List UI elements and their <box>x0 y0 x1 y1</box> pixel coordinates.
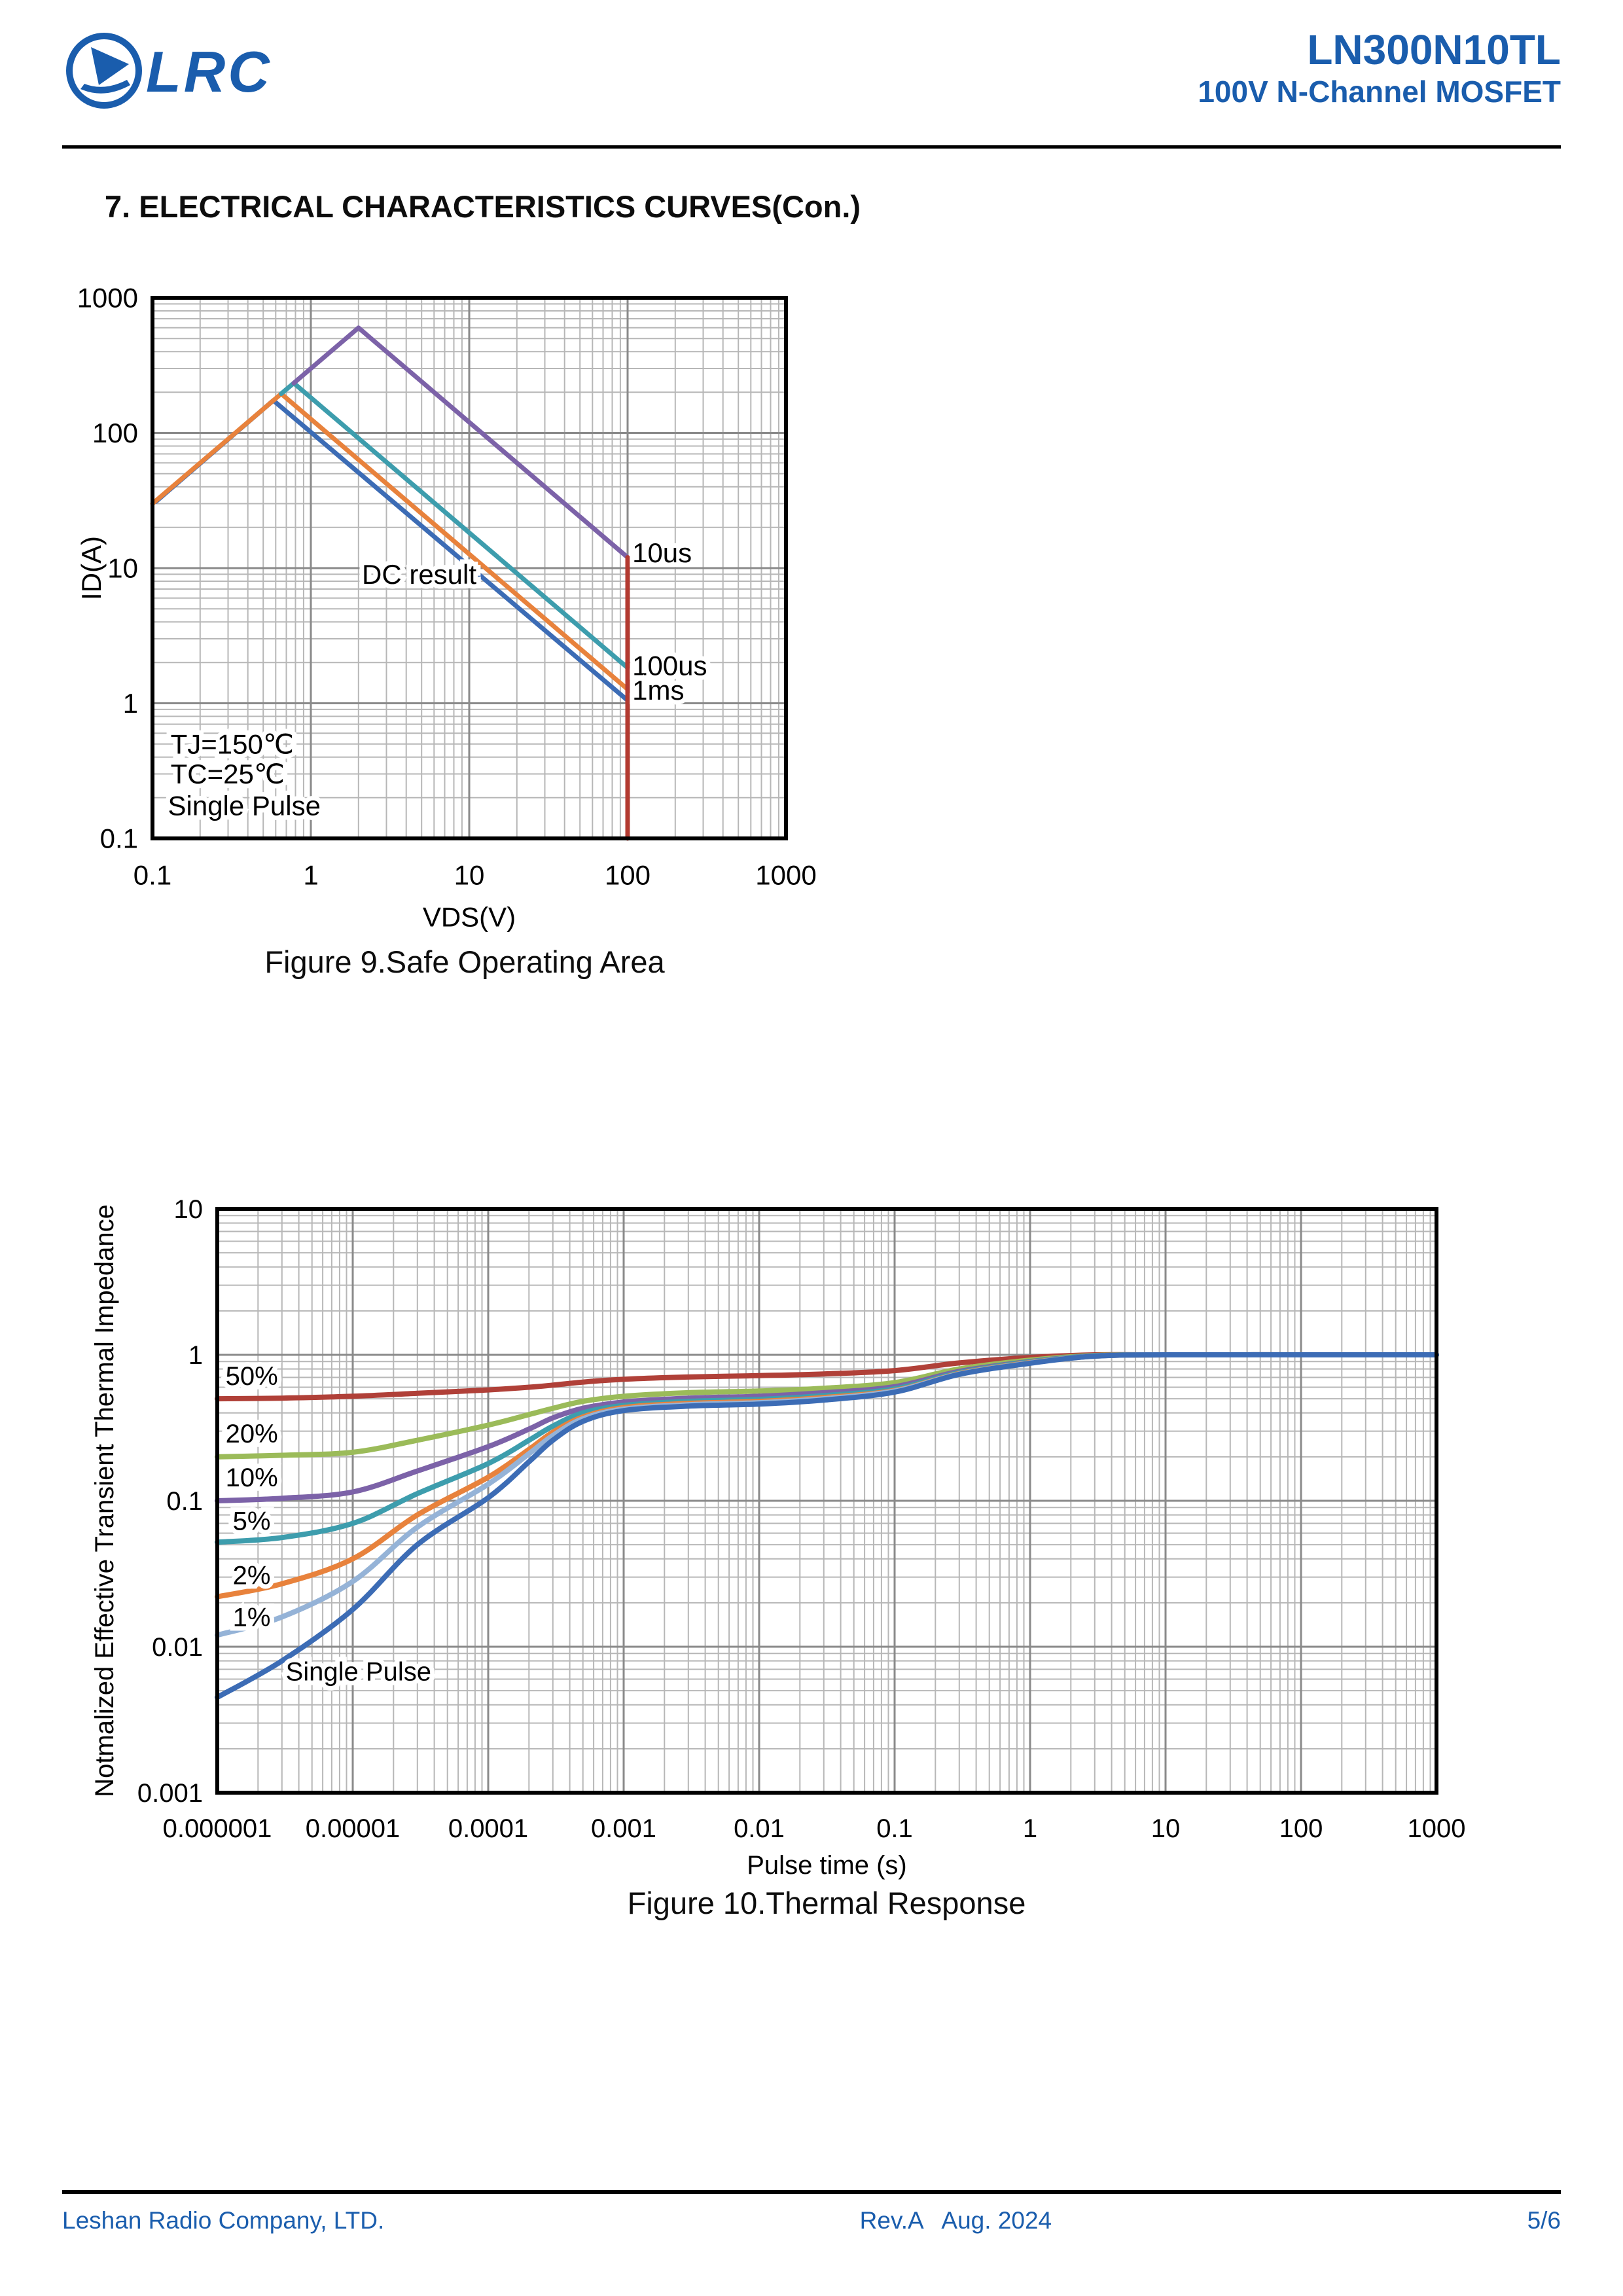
y-tick-label: 1 <box>123 688 138 719</box>
axis-ticks: 0.1 1 10 100 1000 1000 100 10 1 0.1 <box>77 283 817 891</box>
annotation-2-: 2% <box>233 1561 271 1590</box>
logo-text: LRC <box>146 39 272 104</box>
plot-border <box>215 1207 1438 1795</box>
annotation-1ms: 1ms <box>632 675 684 706</box>
logo-hull-icon <box>80 80 130 94</box>
thermal-response-chart: 0.000001 0.00001 0.0001 0.001 0.01 0.1 1 10 100 1… <box>90 1195 1466 1880</box>
section-heading: 7. ELECTRICAL CHARACTERISTICS CURVES(Con… <box>105 189 861 224</box>
x-tick-label: 0.00001 <box>306 1814 401 1843</box>
figure10-caption: Figure 10.Thermal Response <box>627 1886 1026 1920</box>
series-10- <box>215 1352 1439 1503</box>
series-group <box>150 325 630 841</box>
logo-sail-icon <box>91 47 129 85</box>
annotation-single-pulse: Single Pulse <box>168 791 321 821</box>
footer-page-number: 5/6 <box>1527 2207 1561 2234</box>
x-tick-label: 1000 <box>1408 1814 1466 1843</box>
x-tick-label: 100 <box>1279 1814 1323 1843</box>
y-tick-label: 10 <box>174 1195 204 1224</box>
y-tick-label: 0.1 <box>100 823 138 854</box>
page-subtitle: 100V N-Channel MOSFET <box>1198 74 1561 109</box>
series-1ms <box>150 391 630 692</box>
annotation-1-: 1% <box>233 1604 271 1632</box>
x-tick-label: 1 <box>303 860 318 891</box>
part-number: LN300N10TL <box>1307 26 1561 73</box>
page-header: LRC LN300N10TL 100V N-Channel MOSFET <box>62 24 1561 141</box>
y-tick-label: 100 <box>92 418 138 448</box>
figure9-caption: Figure 9.Safe Operating Area <box>264 944 665 979</box>
grid <box>216 1208 1438 1794</box>
annotation-tc-25-: TC=25℃ <box>171 759 285 789</box>
x-tick-label: 1 <box>1023 1814 1037 1843</box>
series-group <box>215 1352 1439 1700</box>
x-tick-label: 0.001 <box>591 1814 656 1843</box>
annotation-5-: 5% <box>233 1507 271 1536</box>
y-tick-label: 0.1 <box>166 1487 203 1516</box>
series-single-pulse <box>215 1352 1439 1700</box>
soa-chart: 0.1 1 10 100 1000 1000 100 10 1 0.1 VDS(V) ID(A) DC … <box>76 283 817 933</box>
annotation-single-pulse: Single Pulse <box>286 1657 431 1686</box>
annotation-tj-150-: TJ=150℃ <box>171 728 294 759</box>
y-tick-label: 10 <box>107 553 138 584</box>
y-tick-label: 1 <box>188 1341 203 1370</box>
logo-circle-icon <box>66 33 142 109</box>
footer-company: Leshan Radio Company, LTD. <box>62 2207 385 2234</box>
x-tick-label: 0.01 <box>734 1814 785 1843</box>
footer-revision: Rev.A Aug. 2024 <box>859 2207 1052 2234</box>
annotation-100us: 100us <box>632 651 707 681</box>
x-tick-label: 0.000001 <box>163 1814 272 1843</box>
annotation-50-: 50% <box>226 1362 278 1391</box>
x-tick-label: 10 <box>454 860 485 891</box>
x-axis-label: VDS(V) <box>423 902 516 933</box>
axis-ticks: 0.000001 0.00001 0.0001 0.001 0.01 0.1 1 10 100 1… <box>137 1195 1466 1843</box>
x-tick-label: 0.0001 <box>448 1814 528 1843</box>
plot-border <box>151 296 788 840</box>
annotation-20-: 20% <box>226 1420 278 1448</box>
y-tick-label: 0.001 <box>137 1779 203 1808</box>
x-axis-label: Pulse time (s) <box>747 1851 907 1880</box>
y-axis-label: ID(A) <box>76 536 107 600</box>
series-10us <box>291 325 630 560</box>
series-1- <box>215 1352 1439 1638</box>
series-20- <box>215 1352 1439 1460</box>
lrc-logo: LRC <box>66 33 272 109</box>
x-tick-label: 10 <box>1151 1814 1181 1843</box>
x-tick-label: 1000 <box>755 860 816 891</box>
annotation-dc-result: DC result <box>362 559 476 590</box>
page-footer: Leshan Radio Company, LTD. Rev.A Aug. 20… <box>62 2207 1561 2234</box>
footer-divider <box>62 2190 1561 2194</box>
y-tick-label: 0.01 <box>152 1633 203 1662</box>
series-5- <box>215 1352 1439 1545</box>
annotation-10-: 10% <box>226 1463 278 1492</box>
y-axis-label: Notmalized Effective Transient Thermal I… <box>90 1204 119 1797</box>
x-tick-label: 0.1 <box>876 1814 913 1843</box>
annotation-10us: 10us <box>632 537 692 568</box>
y-tick-label: 1000 <box>77 283 138 314</box>
header-divider <box>62 145 1561 149</box>
x-tick-label: 0.1 <box>134 860 171 891</box>
x-tick-label: 100 <box>605 860 651 891</box>
